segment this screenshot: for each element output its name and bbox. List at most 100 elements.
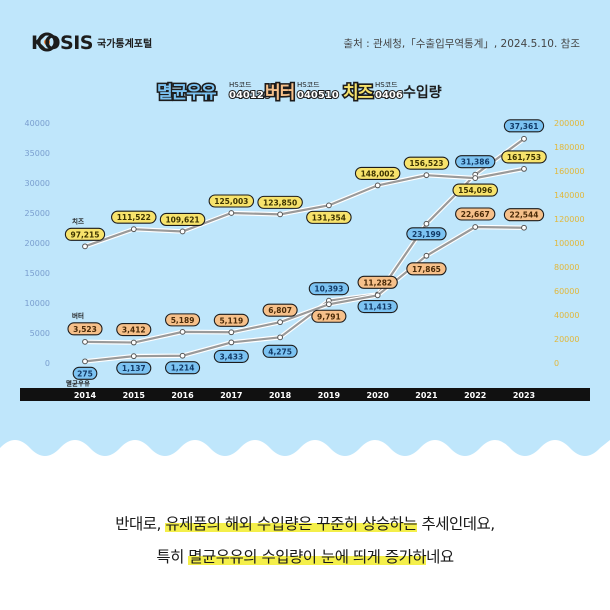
caption-1-post: 추세인데요, <box>417 515 495 533</box>
series-cheese: 97,215 111,522 109,621 125,003 123,850 131,35… <box>64 150 547 250</box>
x-axis-band <box>20 388 590 401</box>
data-label: 22,667 <box>461 210 490 219</box>
data-label: 123,850 <box>263 198 297 207</box>
data-label-bubble <box>501 150 547 164</box>
legend-name: 치즈 <box>343 83 374 103</box>
left-tick-label: 30000 <box>25 179 50 188</box>
legend-code: 0406 <box>375 90 403 101</box>
series-butter: 3,523 3,412 5,189 5,119 6,807 9,791 11,282 17,8… <box>67 207 545 346</box>
caption-1-highlight: 유제품의 해외 수입량은 꾸준히 상승하는 <box>165 515 418 533</box>
right-tick-label: 180000 <box>554 143 585 152</box>
data-label: 37,361 <box>510 122 539 131</box>
data-label-bubble <box>213 349 249 363</box>
right-axis: 2000001800001600001400001200001000008000… <box>554 119 585 368</box>
legend-suffix: 수입량 <box>403 85 442 101</box>
data-label: 11,413 <box>363 303 392 312</box>
data-label-bubble <box>455 207 496 221</box>
data-label-bubble <box>311 309 347 323</box>
series-start-tag: 치즈 <box>72 216 84 225</box>
x-tick-label: 2015 <box>123 391 146 400</box>
series-line <box>84 137 525 363</box>
data-label: 11,282 <box>363 278 392 287</box>
data-point <box>179 328 186 335</box>
plot-area: 40000 35000 30000 25000 20000 15000 10000 5000 0… <box>25 119 585 387</box>
data-label-bubble <box>403 156 450 170</box>
data-point <box>179 352 186 359</box>
data-label-bubble <box>406 227 447 241</box>
data-point <box>521 224 527 231</box>
caption-line-2: 특히 멸균우유의 수입량이 눈에 띄게 증가하네요 <box>0 545 610 567</box>
data-label-bubble <box>503 119 545 133</box>
right-tick-label: 120000 <box>554 215 585 224</box>
data-label: 9,791 <box>317 312 341 321</box>
data-label: 31,386 <box>461 158 490 167</box>
data-label: 1,214 <box>171 364 195 373</box>
data-label: 148,002 <box>361 169 395 178</box>
left-tick-label: 20000 <box>25 239 50 248</box>
data-label-bubble <box>64 227 106 241</box>
x-tick-label: 2016 <box>171 391 194 400</box>
data-label-bubble <box>165 313 201 327</box>
right-tick-label: 160000 <box>554 167 585 176</box>
left-tick-label: 35000 <box>25 149 50 158</box>
right-tick-label: 20000 <box>554 335 579 344</box>
caption-line-1: 반대로, 유제품의 해외 수입량은 꾸준히 상승하는 추세인데요, <box>0 512 610 534</box>
legend-code-label: HS코드 <box>297 81 320 89</box>
left-tick-label: 5000 <box>30 329 50 338</box>
left-tick-label: 0 <box>45 359 50 368</box>
data-label: 125,003 <box>214 197 248 206</box>
data-label: 5,189 <box>171 316 195 325</box>
data-label: 97,215 <box>71 230 100 239</box>
data-label: 3,523 <box>73 325 97 334</box>
data-point <box>228 329 235 336</box>
caption-2-post: 네요 <box>426 548 454 566</box>
data-point <box>472 224 479 230</box>
data-point <box>130 339 137 346</box>
data-label-bubble <box>455 155 496 169</box>
left-axis: 40000 35000 30000 25000 20000 15000 10000 5000 0 <box>25 119 50 368</box>
data-label: 156,523 <box>409 159 443 168</box>
x-tick-label: 2021 <box>415 391 438 400</box>
data-point <box>179 228 186 235</box>
data-label-bubble <box>72 366 98 380</box>
data-point <box>374 182 381 189</box>
series-start-tag: 버터 <box>72 311 84 320</box>
x-tick-label: 2019 <box>318 391 341 400</box>
data-label-bubble <box>262 344 298 358</box>
caption-1-pre: 반대로, <box>115 515 166 533</box>
data-point <box>130 226 137 233</box>
left-tick-label: 25000 <box>25 209 50 218</box>
logo-subtitle: 국가통계포털 <box>97 37 152 50</box>
kosis-logo: KOSIS 국가통계포털 <box>31 32 152 54</box>
data-label-bubble <box>306 210 352 224</box>
data-label-bubble <box>262 303 298 317</box>
x-tick-label: 2023 <box>513 391 535 400</box>
data-label: 3,412 <box>122 326 146 335</box>
series-line <box>84 225 525 344</box>
data-label: 111,522 <box>117 213 151 222</box>
data-point <box>130 353 137 360</box>
data-point <box>325 301 332 308</box>
data-point <box>82 358 88 365</box>
data-label-bubble <box>159 212 206 227</box>
x-tick-label: 2017 <box>220 391 242 400</box>
data-label-bubble <box>357 299 398 314</box>
data-label-bubble <box>452 183 498 197</box>
data-point <box>277 334 284 341</box>
data-point <box>277 211 284 218</box>
data-label-bubble <box>208 194 255 208</box>
caption-2-highlight: 멸균우유의 수입량이 눈에 띄게 증가하 <box>188 548 427 566</box>
data-label: 10,393 <box>314 285 343 294</box>
data-point <box>521 135 527 142</box>
data-label-bubble <box>213 313 249 327</box>
series-line <box>84 167 525 248</box>
right-tick-label: 100000 <box>554 239 585 248</box>
data-label-bubble <box>257 195 303 209</box>
x-tick-label: 2022 <box>464 391 486 400</box>
data-label-bubble <box>308 282 350 296</box>
right-tick-label: 200000 <box>554 119 585 128</box>
